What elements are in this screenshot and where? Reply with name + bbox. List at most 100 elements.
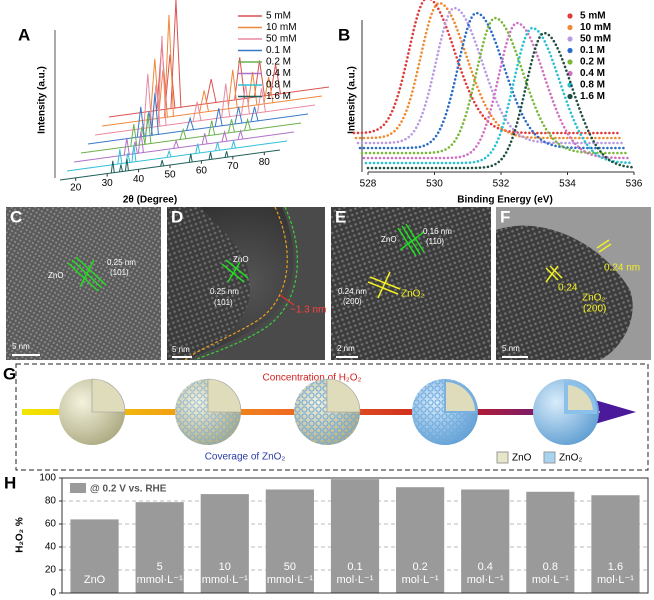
panel-label: A — [18, 25, 30, 44]
phase-label: ZnO — [233, 255, 249, 264]
x-tick-label: 10 mmol·L⁻¹ — [201, 561, 248, 586]
legend-label: 0.4 M — [580, 68, 605, 79]
peak — [205, 78, 217, 104]
peak — [244, 117, 252, 131]
peak — [208, 120, 216, 136]
peak — [227, 69, 238, 109]
particle — [190, 207, 325, 360]
legend-label: @ 0.2 V vs. RHE — [90, 484, 167, 495]
lattice-marker — [67, 256, 107, 292]
scale-label: 5 nm — [502, 344, 520, 353]
spectrum — [354, 1, 623, 140]
peak — [224, 151, 229, 158]
spectrum — [358, 11, 627, 150]
x-tick-label: 0.1 mol·L⁻¹ — [336, 561, 374, 586]
legend-label: 0.8 M — [266, 80, 291, 91]
y-tick-label: 40 — [45, 542, 57, 553]
bar — [591, 495, 640, 593]
peak — [234, 106, 243, 124]
panel-label: E — [335, 207, 346, 226]
sphere — [59, 378, 126, 445]
panel-e: E ZnO 0.16 nm (110) 0.24 nm (200) ZnO₂ 2… — [331, 207, 491, 360]
bar — [135, 502, 184, 593]
spectrum — [362, 21, 631, 160]
thickness-label: ~1.3 nm — [290, 305, 326, 316]
spectrum — [366, 31, 635, 170]
plane-label: (200) — [343, 297, 362, 306]
legend-label: ZnO₂ — [559, 453, 582, 464]
peak — [214, 108, 223, 127]
legend-label: 5 mM — [580, 11, 606, 22]
legend-label: 0.4 M — [266, 68, 291, 79]
y-axis-label: Intensity (a.u.) — [347, 66, 358, 134]
peak — [270, 64, 282, 95]
peak — [179, 127, 187, 140]
peak — [192, 101, 202, 122]
peak — [228, 119, 236, 133]
legend-label: 50 mM — [266, 34, 297, 45]
peak — [201, 133, 208, 145]
spectrum — [360, 16, 629, 155]
peak — [247, 71, 258, 106]
panel-label: B — [338, 25, 350, 44]
trace-baseline — [66, 140, 288, 172]
lattice-marker — [545, 239, 612, 283]
spacing-label: 0.25 nm — [210, 287, 239, 296]
peak — [254, 60, 266, 97]
peak — [118, 164, 123, 172]
phase-label: ZnO₂ — [401, 289, 424, 300]
peak — [166, 149, 172, 158]
peak — [150, 92, 159, 135]
legend-label: 0.1 M — [266, 45, 291, 56]
x-tick-label: 532 — [493, 179, 510, 190]
trace-baseline — [80, 122, 302, 154]
particle — [167, 207, 250, 360]
arrow-head — [588, 398, 636, 426]
x-tick-label: ZnO — [83, 574, 106, 586]
lattice-marker — [397, 223, 425, 257]
legend-swatch — [70, 483, 86, 493]
x-tick-label: 20 — [70, 182, 82, 193]
peak — [164, 54, 176, 109]
legend-swatch — [496, 451, 509, 464]
scale-label: 2 nm — [337, 344, 355, 353]
peak — [124, 158, 129, 171]
peak — [208, 152, 213, 160]
y-tick-label: 60 — [45, 519, 57, 530]
shell-boundary — [184, 206, 288, 361]
legend-swatch — [543, 451, 556, 464]
peak — [263, 76, 274, 104]
peak — [117, 149, 123, 164]
trace-baseline — [73, 131, 295, 163]
schematic-frame — [15, 363, 649, 471]
spacing-label: 0.24 — [558, 283, 578, 294]
panel-c: C ZnO 0.25 nm (101) 5 nm — [6, 207, 161, 360]
peak — [130, 124, 138, 146]
legend-marker — [567, 36, 573, 42]
panel-label: C — [10, 207, 22, 226]
panel-label: H — [4, 473, 16, 492]
panel-g: G Concentration of H₂O₂ Coverage of ZnO₂… — [3, 363, 649, 471]
plane-label: (200) — [583, 304, 606, 315]
legend-label: 10 mM — [266, 22, 297, 33]
peak — [157, 35, 167, 126]
tem-image — [6, 207, 161, 360]
peak — [170, 0, 182, 108]
y-tick-label: 0 — [50, 588, 56, 599]
legend-marker — [567, 93, 573, 100]
peak — [160, 159, 165, 167]
panel-d: D ZnO 0.25 nm (101) ~1.3 nm 5 nm — [167, 206, 326, 361]
lattice-marker — [367, 271, 401, 299]
legend-label: 1.6 M — [580, 91, 605, 102]
legend-label: 0.2 M — [580, 57, 605, 68]
scale-label: 5 nm — [172, 345, 190, 354]
peak — [199, 90, 210, 113]
peak — [123, 137, 130, 155]
peak — [173, 139, 180, 149]
x-tick-label: 528 — [360, 179, 377, 190]
bar — [396, 487, 445, 593]
spectrum — [356, 6, 625, 145]
y-axis-label: H₂O₂ % — [15, 517, 26, 553]
legend-marker — [567, 13, 573, 19]
